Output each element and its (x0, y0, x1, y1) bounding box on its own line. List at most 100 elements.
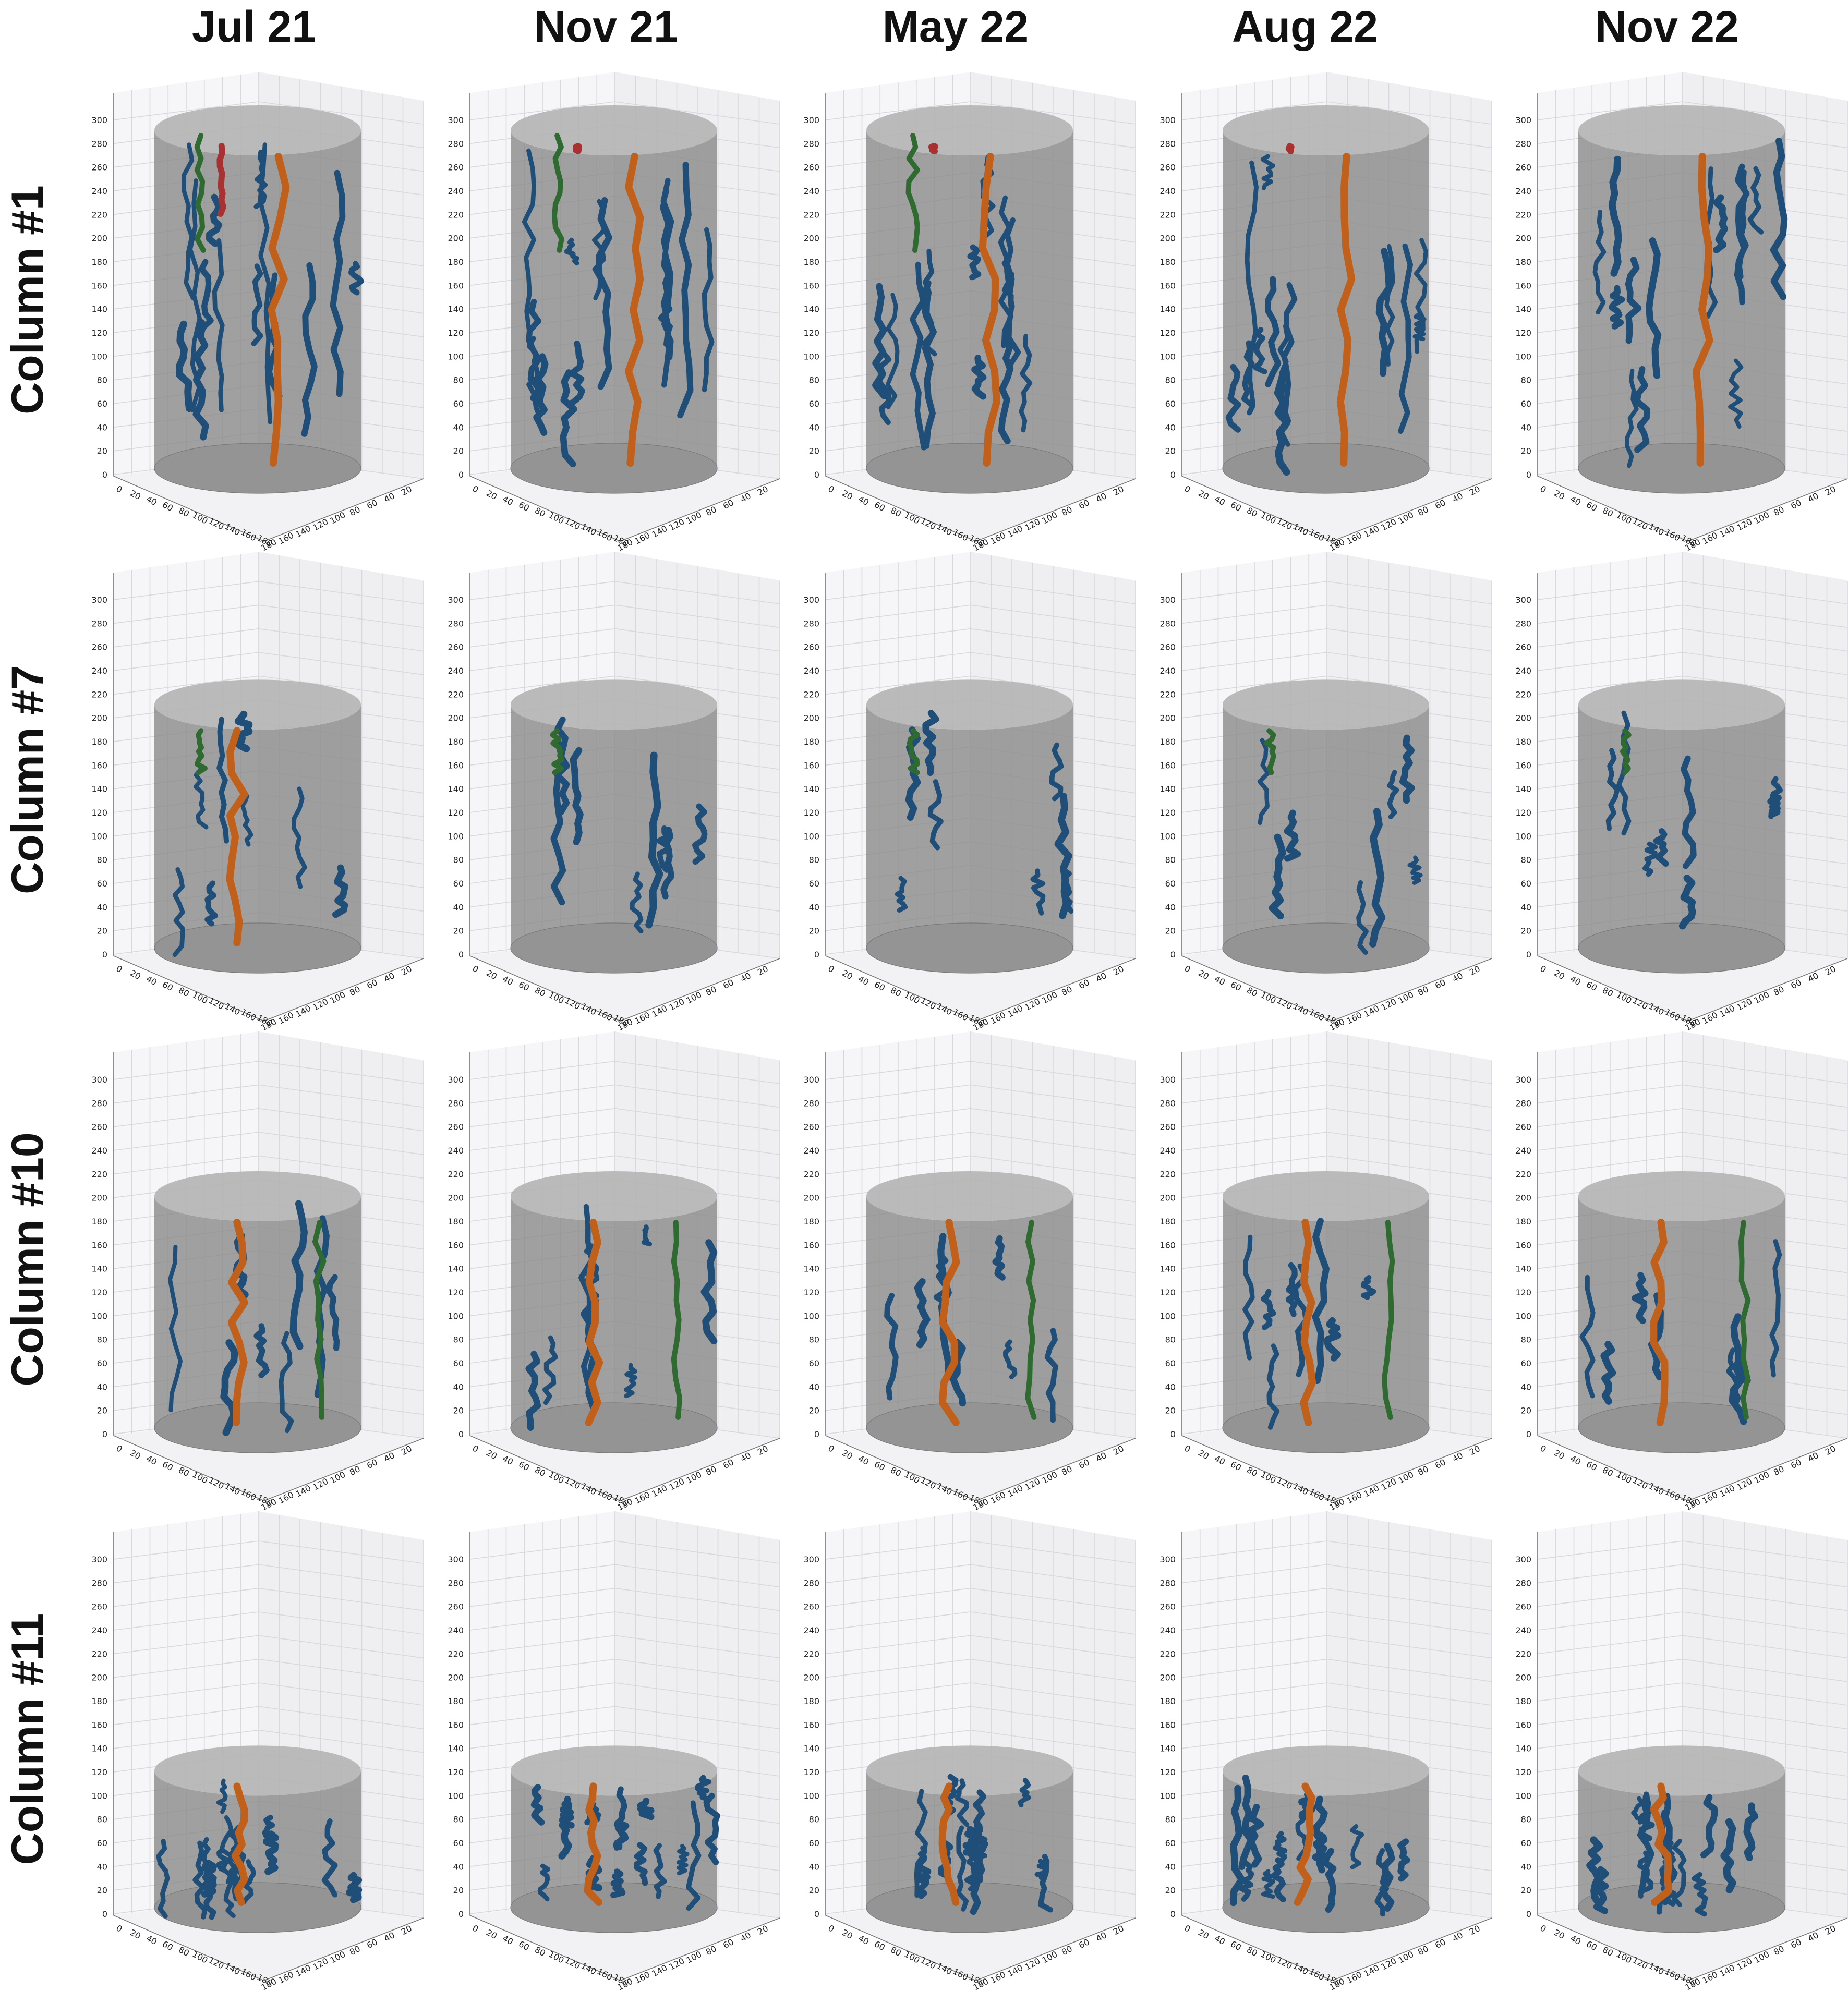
z-tick-label: 60 (1521, 1358, 1531, 1368)
z-tick-label: 120 (803, 1767, 819, 1777)
blue-root (972, 1835, 988, 1863)
z-tick-label: 80 (1521, 1335, 1531, 1345)
blue-root (1769, 1239, 1782, 1378)
z-tick-label: 280 (448, 139, 464, 149)
panel: 0204060801001201401601802002202402602803… (1515, 72, 1848, 553)
blue-root (569, 340, 585, 406)
blue-root (1625, 369, 1639, 468)
z-tick-label: 0 (1526, 470, 1531, 480)
blue-root (919, 280, 937, 450)
blue-root (216, 1846, 229, 1874)
row-label: Column #1 (3, 185, 53, 415)
blue-root (955, 1778, 970, 1827)
x-tick-label: 0 (1183, 963, 1192, 975)
panel: 0204060801001201401601802002202402602803… (91, 72, 424, 553)
z-tick-label: 60 (453, 1358, 464, 1368)
z-tick-label: 160 (803, 1720, 819, 1730)
blue-root (933, 1253, 949, 1310)
orange-root (226, 727, 248, 946)
x-tick-label: 20 (1552, 968, 1566, 981)
z-tick-label: 180 (803, 737, 819, 747)
blue-root (1019, 334, 1033, 433)
z-tick-label: 220 (1515, 1649, 1531, 1659)
blue-root (321, 1818, 338, 1898)
blue-root (1770, 137, 1788, 300)
z-tick-label: 60 (809, 879, 819, 889)
z-tick-label: 220 (91, 210, 107, 220)
column-header: Jul 21 (192, 2, 316, 51)
z-tick-label: 300 (1159, 1075, 1176, 1085)
z-tick-label: 240 (1515, 666, 1531, 676)
x-tick-label: 0 (1539, 483, 1548, 495)
z-tick-label: 220 (1515, 689, 1531, 699)
blue-root (251, 263, 263, 346)
x-tick-label: 40 (501, 1453, 515, 1467)
x-tick-label: 20 (128, 968, 142, 981)
z-tick-label: 240 (803, 186, 819, 196)
orange-root (1300, 1219, 1316, 1426)
z-tick-label: 160 (803, 281, 819, 290)
blue-root (613, 1786, 628, 1850)
cylinder-body (154, 705, 361, 973)
blue-root (234, 710, 253, 752)
blue-root (1713, 194, 1728, 253)
cylinder-rim (1222, 1882, 1430, 1933)
z-tick-label: 60 (1165, 1358, 1176, 1368)
x-tick-label: 0 (827, 1923, 836, 1934)
z-tick-label: 0 (458, 1429, 464, 1439)
cylinder-body (866, 705, 1073, 973)
blue-root (624, 1363, 637, 1399)
z-tick-label: 40 (1165, 422, 1176, 432)
x-tick-label: 40 (144, 1933, 159, 1947)
z-tick-label: 200 (1515, 713, 1531, 723)
x-tick-label: 20 (128, 488, 142, 502)
cylinder-rim (1578, 1402, 1785, 1453)
blue-root (1653, 828, 1669, 867)
green-root (312, 1220, 327, 1420)
x-tick-label: 40 (856, 1453, 871, 1467)
blue-root (610, 1868, 626, 1898)
blue-root (1273, 1831, 1288, 1865)
z-tick-label: 160 (448, 1240, 464, 1250)
green-root (905, 133, 920, 253)
z-tick-label: 120 (1159, 808, 1176, 818)
blue-root (949, 1339, 967, 1407)
blue-root (1324, 1317, 1342, 1362)
blue-root (220, 1339, 238, 1436)
z-tick-label: 260 (91, 163, 107, 173)
z-tick-label: 260 (448, 1602, 464, 1612)
blue-root (1356, 880, 1369, 955)
z-tick-label: 120 (1159, 328, 1176, 338)
panel: 0204060801001201401601802002202402602803… (1159, 552, 1492, 1033)
z-tick-label: 260 (91, 1122, 107, 1132)
blue-root (301, 262, 318, 437)
axis-line (469, 1052, 780, 1501)
z-tick-label: 200 (1515, 1193, 1531, 1203)
z-tick-label: 20 (97, 926, 107, 936)
cylinder-top (1223, 679, 1429, 730)
blue-root (971, 355, 987, 400)
column-header: May 22 (883, 2, 1029, 51)
blue-root (522, 148, 537, 331)
green-root (194, 133, 206, 253)
z-tick-label: 80 (97, 1335, 107, 1345)
z-tick-label: 100 (803, 1311, 819, 1321)
z-tick-label: 300 (448, 115, 464, 125)
z-tick-label: 180 (91, 737, 107, 747)
z-tick-label: 280 (1515, 618, 1531, 628)
row-label: Column #10 (3, 1132, 53, 1386)
x-tick-label: 40 (501, 494, 515, 507)
panel-grid: 0204060801001201401601802002202402602803… (91, 72, 1848, 1991)
blue-root (895, 876, 908, 913)
z-tick-label: 180 (1515, 257, 1531, 267)
z-tick-label: 40 (97, 422, 107, 432)
z-tick-label: 160 (91, 760, 107, 770)
blue-root (330, 169, 346, 397)
panel: 0204060801001201401601802002202402602803… (1515, 552, 1848, 1033)
green-root (552, 133, 564, 253)
z-tick-label: 100 (91, 1311, 107, 1321)
z-tick-label: 180 (803, 1696, 819, 1706)
z-tick-label: 140 (1515, 784, 1531, 794)
z-tick-label: 220 (448, 1649, 464, 1659)
z-tick-label: 140 (1159, 1744, 1176, 1754)
